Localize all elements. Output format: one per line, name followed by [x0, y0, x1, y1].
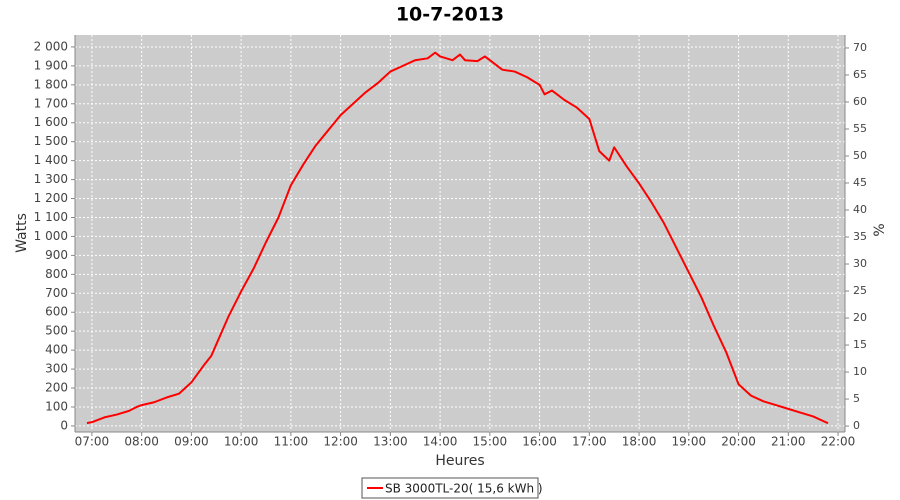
x-tick-label: 15:00 [473, 435, 508, 449]
y2-tick-label: 40 [853, 203, 867, 216]
y-tick-label: 1 600 [34, 115, 68, 129]
x-tick-label: 12:00 [323, 435, 358, 449]
x-tick-label: 22:00 [821, 435, 856, 449]
y-tick-label: 400 [45, 343, 68, 357]
x-tick-label: 21:00 [771, 435, 806, 449]
y2-tick-label: 70 [853, 41, 867, 54]
series-line [86, 51, 829, 425]
legend [361, 477, 539, 499]
x-tick-label: 13:00 [373, 435, 408, 449]
y-tick-label: 1 200 [34, 191, 68, 205]
x-tick-label: 20:00 [721, 435, 756, 449]
y-tick-label: 1 500 [34, 134, 68, 148]
x-tick-label: 17:00 [572, 435, 607, 449]
y-tick-label: 1 800 [34, 77, 68, 91]
y-tick-label: 200 [45, 381, 68, 395]
y2-tick-label: 50 [853, 149, 867, 162]
y2-tick-label: 10 [853, 365, 867, 378]
y-tick-label: 900 [45, 248, 68, 262]
x-tick-label: 10:00 [224, 435, 259, 449]
x-tick-label: 08:00 [124, 435, 159, 449]
x-tick-label: 09:00 [174, 435, 209, 449]
y-tick-label: 700 [45, 286, 68, 300]
y-tick-label: 1 400 [34, 153, 68, 167]
y-tick-label: 1 300 [34, 172, 68, 186]
y-tick-label: 100 [45, 399, 68, 413]
x-tick-label: 11:00 [274, 435, 309, 449]
y-axis-title: Watts [14, 213, 30, 253]
y2-tick-label: 35 [853, 230, 867, 243]
chart-title: 10-7-2013 [396, 4, 504, 26]
y-tick-label: 1 900 [34, 58, 68, 72]
x-tick-label: 16:00 [522, 435, 557, 449]
y2-tick-label: 5 [853, 392, 860, 405]
x-tick-label: 14:00 [423, 435, 458, 449]
y-tick-label: 1 000 [34, 229, 68, 243]
x-tick-label: 19:00 [672, 435, 707, 449]
y2-tick-label: 15 [853, 338, 867, 351]
y2-tick-label: 20 [853, 311, 867, 324]
y-tick-label: 600 [45, 305, 68, 319]
y2-tick-label: 65 [853, 68, 867, 81]
y2-tick-label: 60 [853, 95, 867, 108]
y-tick-label: 500 [45, 324, 68, 338]
y2-axis-title: % [872, 223, 888, 236]
y-tick-label: 2 000 [34, 39, 68, 53]
plot-area [75, 35, 845, 432]
y-tick-label: 800 [45, 267, 68, 281]
y2-tick-label: 45 [853, 176, 867, 189]
x-tick-label: 18:00 [622, 435, 657, 449]
legend-label: SB 3000TL-20( 15,6 kWh ) [385, 482, 543, 496]
y-tick-label: 0 [60, 418, 68, 432]
y2-tick-label: 0 [853, 419, 860, 432]
y2-tick-label: 25 [853, 284, 867, 297]
x-axis-title: Heures [435, 453, 484, 469]
y2-tick-label: 55 [853, 122, 867, 135]
y-tick-label: 300 [45, 362, 68, 376]
y2-tick-label: 30 [853, 257, 867, 270]
y-tick-label: 1 100 [34, 210, 68, 224]
y-tick-label: 1 700 [34, 96, 68, 110]
x-tick-label: 07:00 [75, 435, 110, 449]
